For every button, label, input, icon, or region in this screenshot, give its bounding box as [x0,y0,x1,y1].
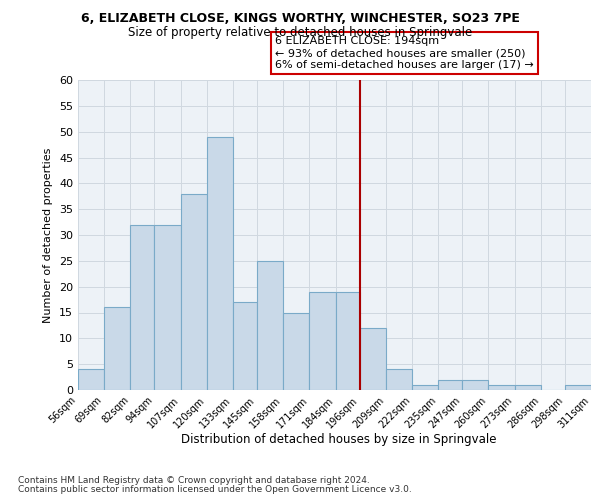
Bar [386,370,412,390]
Bar [78,370,104,390]
Bar [283,312,310,390]
Bar [488,385,515,390]
Bar [257,261,283,390]
Text: 6, ELIZABETH CLOSE, KINGS WORTHY, WINCHESTER, SO23 7PE: 6, ELIZABETH CLOSE, KINGS WORTHY, WINCHE… [80,12,520,26]
Bar [462,380,488,390]
Bar [154,224,181,390]
Y-axis label: Number of detached properties: Number of detached properties [43,148,53,322]
Bar [207,137,233,390]
Text: Contains public sector information licensed under the Open Government Licence v3: Contains public sector information licen… [18,485,412,494]
Bar [438,380,462,390]
Text: Distribution of detached houses by size in Springvale: Distribution of detached houses by size … [181,432,497,446]
Bar [335,292,359,390]
Text: Size of property relative to detached houses in Springvale: Size of property relative to detached ho… [128,26,472,39]
Bar [412,385,438,390]
Bar [565,385,591,390]
Text: Contains HM Land Registry data © Crown copyright and database right 2024.: Contains HM Land Registry data © Crown c… [18,476,370,485]
Text: 6 ELIZABETH CLOSE: 194sqm
← 93% of detached houses are smaller (250)
6% of semi-: 6 ELIZABETH CLOSE: 194sqm ← 93% of detac… [275,36,534,70]
Bar [359,328,386,390]
Bar [104,308,130,390]
Bar [310,292,335,390]
Bar [181,194,207,390]
Bar [515,385,541,390]
Bar [130,224,154,390]
Bar [233,302,257,390]
